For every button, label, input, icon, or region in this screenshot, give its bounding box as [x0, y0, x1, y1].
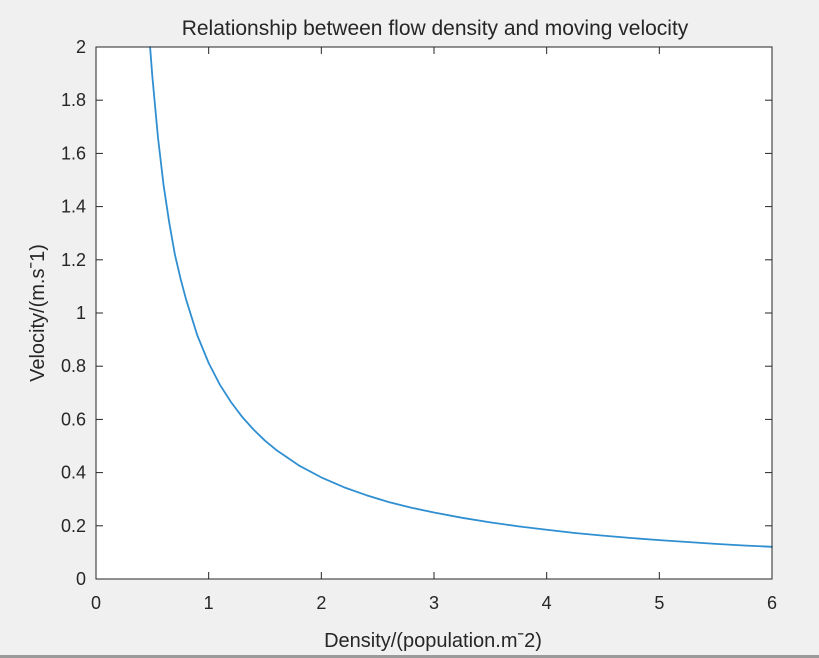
axes-background	[96, 47, 772, 579]
y-tick-label: 0	[76, 569, 86, 589]
y-tick-label: 1	[76, 303, 86, 323]
x-tick-label: 0	[91, 593, 101, 613]
x-tick-label: 5	[654, 593, 664, 613]
chart-title: Relationship between flow density and mo…	[182, 17, 689, 40]
x-axis-label: Density/(population.mˉ2)	[324, 630, 542, 652]
axis-ticks: 0 1 2 3 4 5 6 0 0.2 0.4 0.6 0.8 1 1.2 1.4 1.6 1.8 2	[61, 37, 777, 613]
x-tick-label: 6	[767, 593, 777, 613]
y-tick-label: 0.8	[61, 356, 86, 376]
window-bottom-border	[0, 655, 819, 658]
y-tick-label: 0.6	[61, 409, 86, 429]
y-tick-label: 0.2	[61, 516, 86, 536]
x-tick-label: 4	[542, 593, 552, 613]
series-layer	[149, 46, 773, 548]
x-tick-label: 3	[429, 593, 439, 613]
y-tick-label: 1.4	[61, 197, 86, 217]
y-tick-label: 2	[76, 37, 86, 57]
x-tick-label: 1	[204, 593, 214, 613]
x-tick-label: 2	[316, 593, 326, 613]
y-tick-label: 1.2	[61, 250, 86, 270]
axes-box	[95, 46, 773, 580]
y-tick-label: 1.6	[61, 143, 86, 163]
y-tick-label: 1.8	[61, 90, 86, 110]
y-axis-label: Velocity/(m.sˉ1)	[27, 244, 49, 382]
y-tick-label: 0.4	[61, 463, 86, 483]
series-line	[149, 46, 773, 548]
